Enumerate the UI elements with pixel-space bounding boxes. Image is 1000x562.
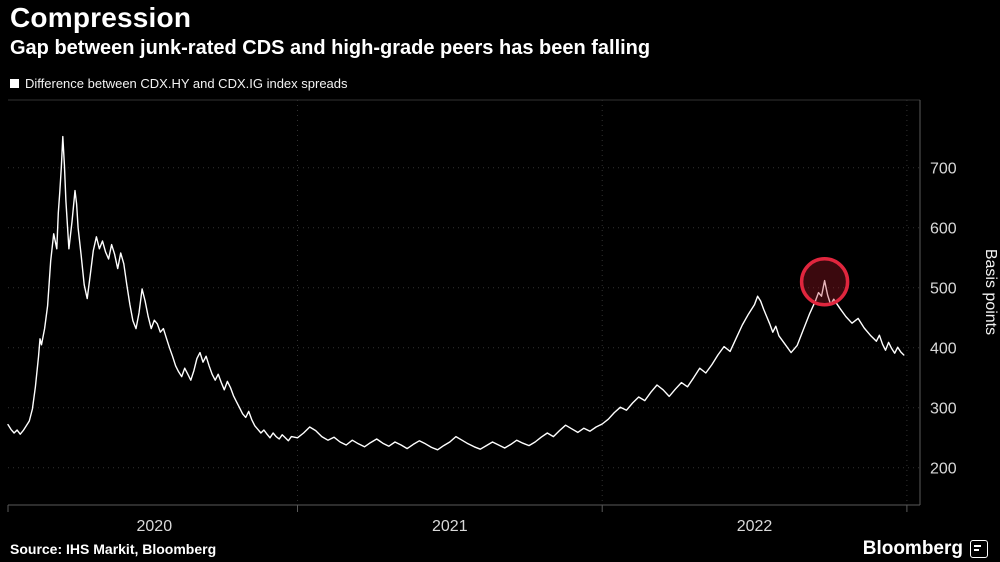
y-axis-title: Basis points <box>982 249 999 335</box>
chart-title: Compression <box>10 2 192 33</box>
source-note: Source: IHS Markit, Bloomberg <box>10 541 217 557</box>
y-tick-label: 600 <box>930 220 957 237</box>
x-tick-label: 2020 <box>137 518 173 535</box>
legend: Difference between CDX.HY and CDX.IG ind… <box>10 76 348 91</box>
bloomberg-terminal-icon <box>970 540 988 558</box>
y-tick-label: 200 <box>930 460 957 477</box>
highlight-circle-annotation <box>799 257 850 307</box>
y-tick-label: 400 <box>930 340 957 357</box>
y-tick-label: 500 <box>930 280 957 297</box>
bloomberg-wordmark: Bloomberg <box>862 538 963 559</box>
legend-swatch-icon <box>10 79 19 88</box>
series-line <box>7 135 905 451</box>
x-tick-label: 2022 <box>737 518 773 535</box>
y-tick-label: 300 <box>930 400 957 417</box>
x-tick-label: 2021 <box>432 518 468 535</box>
bloomberg-logo: Bloomberg <box>863 538 988 560</box>
y-tick-label: 700 <box>930 160 957 177</box>
legend-label: Difference between CDX.HY and CDX.IG ind… <box>25 76 348 91</box>
chart-subtitle: Gap between junk-rated CDS and high-grad… <box>10 37 651 59</box>
